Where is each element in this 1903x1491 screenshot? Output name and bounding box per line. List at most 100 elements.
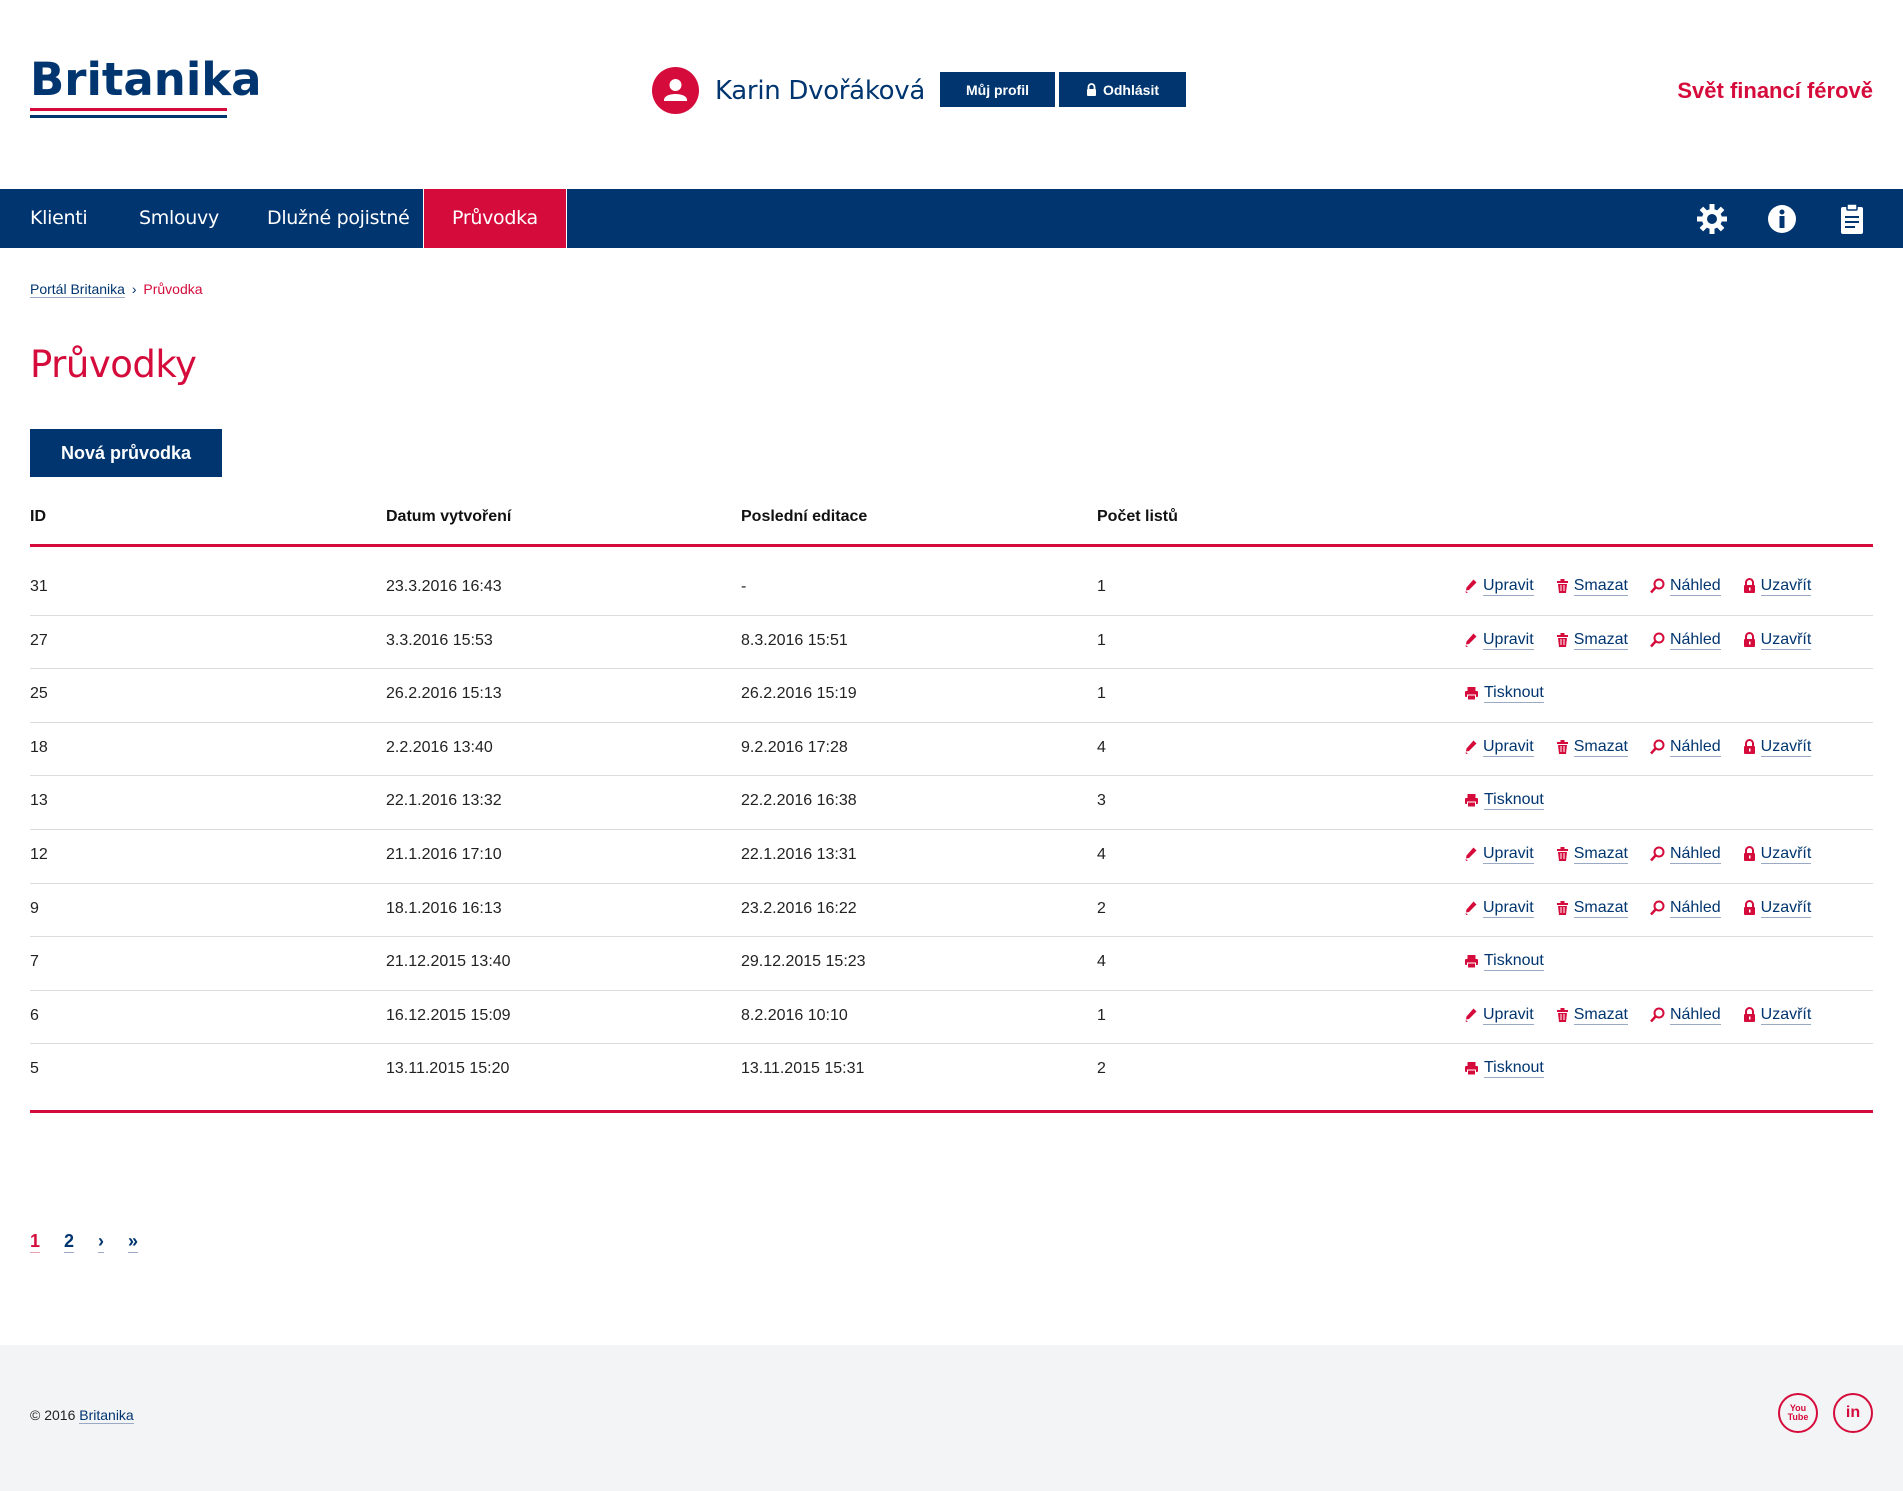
- table-row: 13 22.1.2016 13:32 22.2.2016 16:38 3 Tisknou…: [30, 776, 1873, 830]
- close-link[interactable]: Uzavřít: [1743, 898, 1812, 918]
- linkedin-icon[interactable]: in: [1833, 1393, 1873, 1433]
- header: Britanika Karin Dvořáková Můj profil Odh…: [0, 0, 1903, 190]
- close-link[interactable]: Uzavřít: [1743, 737, 1812, 757]
- linkedin-icon-text: in: [1845, 1404, 1861, 1421]
- gear-icon[interactable]: [1696, 203, 1728, 235]
- user-info: Karin Dvořáková: [652, 67, 925, 114]
- britanika-logo[interactable]: Britanika: [30, 56, 262, 122]
- footer-britanika-link[interactable]: Britanika: [79, 1407, 134, 1424]
- breadcrumb-separator: ›: [131, 281, 137, 297]
- nav-item-pruvodka[interactable]: Průvodka: [423, 189, 567, 248]
- column-header-created[interactable]: Datum vytvoření: [386, 508, 512, 525]
- print-link[interactable]: Tisknout: [1464, 1058, 1544, 1079]
- magnifier-icon: [1650, 739, 1665, 755]
- page-1-link[interactable]: 1: [30, 1231, 41, 1253]
- print-link[interactable]: Tisknout: [1464, 683, 1544, 704]
- preview-link-label: Náhled: [1669, 898, 1721, 918]
- row-actions: Upravit Smazat Náhled Uzavřít: [1464, 576, 1833, 596]
- preview-link[interactable]: Náhled: [1650, 630, 1721, 650]
- lock-icon: [1743, 899, 1755, 915]
- edit-link-label: Upravit: [1483, 898, 1534, 918]
- edit-link[interactable]: Upravit: [1464, 737, 1534, 757]
- my-profile-button[interactable]: Můj profil: [940, 72, 1055, 107]
- close-link-label: Uzavřít: [1760, 844, 1812, 864]
- row-actions: Tisknout: [1464, 790, 1566, 811]
- delete-link[interactable]: Smazat: [1556, 1005, 1628, 1025]
- nav-item-smlouvy[interactable]: Smlouvy: [139, 207, 219, 229]
- row-actions: Tisknout: [1464, 1058, 1566, 1079]
- delete-link[interactable]: Smazat: [1556, 630, 1628, 650]
- table-row: 18 2.2.2016 13:40 9.2.2016 17:28 4 Upravit Sm…: [30, 723, 1873, 777]
- cell-sheets: 1: [1097, 631, 1106, 649]
- column-header-edited[interactable]: Poslední editace: [741, 508, 868, 525]
- preview-link-label: Náhled: [1669, 844, 1721, 864]
- row-actions: Tisknout: [1464, 951, 1566, 972]
- edit-link[interactable]: Upravit: [1464, 630, 1534, 650]
- breadcrumb-current: Průvodka: [143, 281, 203, 297]
- edit-link-label: Upravit: [1483, 577, 1534, 596]
- delete-link[interactable]: Smazat: [1556, 576, 1628, 596]
- cell-edited: 23.2.2016 16:22: [741, 899, 857, 917]
- delete-link[interactable]: Smazat: [1556, 898, 1628, 918]
- edit-link[interactable]: Upravit: [1464, 1005, 1534, 1025]
- nav-item-dluzne-pojistne[interactable]: Dlužné pojistné: [267, 207, 410, 229]
- cell-created: 21.1.2016 17:10: [386, 845, 502, 863]
- youtube-icon[interactable]: You Tube: [1778, 1393, 1818, 1433]
- print-link[interactable]: Tisknout: [1464, 951, 1544, 972]
- cell-sheets: 1: [1097, 1006, 1106, 1024]
- cell-created: 26.2.2016 15:13: [386, 685, 502, 703]
- close-link[interactable]: Uzavřít: [1743, 844, 1812, 864]
- close-link[interactable]: Uzavřít: [1743, 576, 1812, 596]
- tagline: Svět financí férově: [1677, 78, 1873, 103]
- edit-link[interactable]: Upravit: [1464, 898, 1534, 918]
- trash-icon: [1556, 579, 1568, 593]
- logo-text: Britanika: [30, 53, 262, 106]
- last-page-link[interactable]: »: [128, 1231, 139, 1253]
- pencil-icon: [1465, 1008, 1477, 1022]
- preview-link[interactable]: Náhled: [1650, 737, 1721, 757]
- print-link[interactable]: Tisknout: [1464, 790, 1544, 811]
- clipboard-icon[interactable]: [1838, 203, 1866, 235]
- logout-button[interactable]: Odhlásit: [1059, 72, 1186, 107]
- nav-item-klienti[interactable]: Klienti: [30, 207, 88, 229]
- preview-link[interactable]: Náhled: [1650, 898, 1721, 918]
- trash-icon: [1556, 632, 1568, 647]
- cell-edited: 8.3.2016 15:51: [741, 631, 848, 649]
- cell-edited: -: [741, 578, 747, 595]
- column-header-id[interactable]: ID: [30, 508, 46, 525]
- lock-icon: [1743, 845, 1755, 861]
- table-body: 31 23.3.2016 16:43-1 Upravit Smazat Náhled Uz…: [30, 562, 1873, 1098]
- page-2-link[interactable]: 2: [64, 1231, 75, 1253]
- preview-link[interactable]: Náhled: [1650, 1005, 1721, 1025]
- new-pruvodka-button[interactable]: Nová průvodka: [30, 429, 222, 477]
- breadcrumb-home-link[interactable]: Portál Britanika: [30, 281, 125, 298]
- delete-link-label: Smazat: [1573, 1005, 1628, 1025]
- table-row: 9 18.1.2016 16:13 23.2.2016 16:22 2 Upravit S…: [30, 884, 1873, 938]
- close-link-label: Uzavřít: [1760, 898, 1812, 918]
- cell-sheets: 4: [1097, 845, 1106, 863]
- cell-created: 21.12.2015 13:40: [386, 953, 511, 971]
- column-header-sheets[interactable]: Počet listů: [1097, 508, 1178, 525]
- footer: © 2016 Britanika You Tube in: [0, 1345, 1903, 1491]
- delete-link-label: Smazat: [1573, 898, 1628, 918]
- delete-link[interactable]: Smazat: [1556, 737, 1628, 757]
- cell-sheets: 4: [1097, 953, 1106, 971]
- edit-link[interactable]: Upravit: [1464, 844, 1534, 864]
- preview-link[interactable]: Náhled: [1650, 576, 1721, 596]
- close-link[interactable]: Uzavřít: [1743, 1005, 1812, 1025]
- next-page-link[interactable]: ›: [98, 1231, 105, 1253]
- close-link[interactable]: Uzavřít: [1743, 630, 1812, 650]
- row-actions: Upravit Smazat Náhled Uzavřít: [1464, 630, 1833, 650]
- delete-link[interactable]: Smazat: [1556, 844, 1628, 864]
- info-icon[interactable]: [1766, 203, 1798, 235]
- lock-icon: [1743, 578, 1755, 593]
- edit-link[interactable]: Upravit: [1464, 576, 1534, 596]
- preview-link-label: Náhled: [1669, 630, 1721, 650]
- cell-created: 22.1.2016 13:32: [386, 792, 502, 810]
- table-row: 6 16.12.2015 15:09 8.2.2016 10:10 1 Upravit S…: [30, 991, 1873, 1045]
- cell-sheets: 2: [1097, 899, 1106, 917]
- pencil-icon: [1465, 901, 1477, 915]
- cell-edited: 13.11.2015 15:31: [741, 1060, 865, 1078]
- preview-link[interactable]: Náhled: [1650, 844, 1721, 864]
- cell-created: 18.1.2016 16:13: [386, 899, 502, 917]
